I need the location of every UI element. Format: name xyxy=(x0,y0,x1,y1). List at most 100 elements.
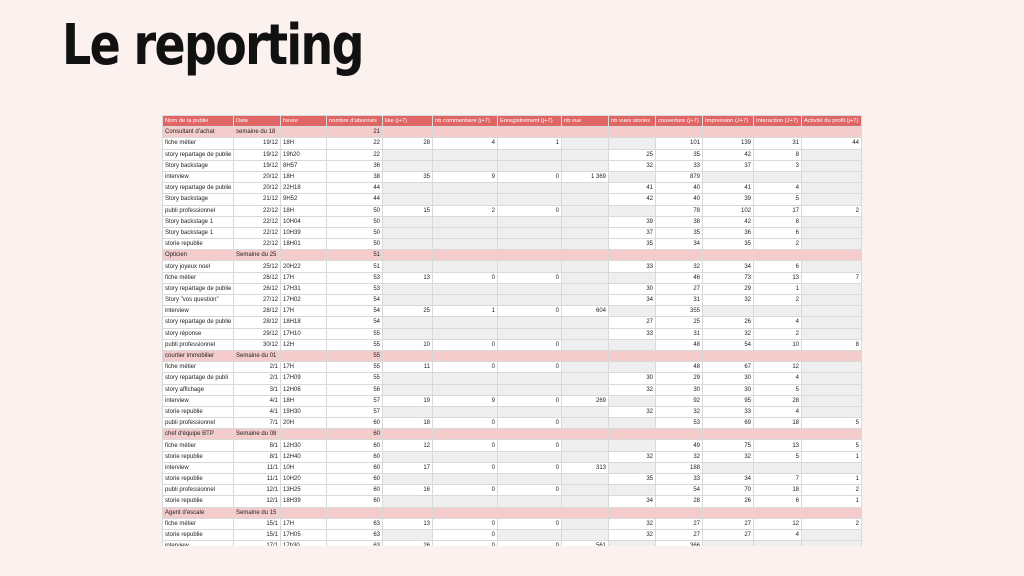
table-cell[interactable] xyxy=(801,170,862,184)
table-cell[interactable]: 0 xyxy=(497,338,562,351)
table-cell[interactable] xyxy=(608,349,656,363)
table-cell[interactable]: 0 xyxy=(497,461,562,475)
table-cell[interactable] xyxy=(561,372,609,385)
table-cell[interactable]: 44 xyxy=(801,137,862,150)
table-cell[interactable]: 30 xyxy=(608,282,656,296)
table-cell[interactable]: Semaine du 15 xyxy=(233,506,281,519)
table-cell[interactable]: 60 xyxy=(326,417,383,430)
table-cell[interactable]: 0 xyxy=(432,461,498,475)
table-cell[interactable] xyxy=(608,361,656,374)
table-cell[interactable] xyxy=(702,126,754,139)
table-cell[interactable]: 50 xyxy=(326,226,383,240)
table-cell[interactable] xyxy=(702,428,754,441)
table-cell[interactable] xyxy=(608,461,656,475)
table-cell[interactable] xyxy=(280,249,327,262)
table-cell[interactable]: 11/1 xyxy=(233,461,281,475)
table-cell[interactable]: 19/12 xyxy=(233,159,281,172)
table-cell[interactable]: 139 xyxy=(702,137,754,150)
table-cell[interactable]: 48 xyxy=(655,361,703,374)
table-cell[interactable] xyxy=(326,506,383,519)
table-cell[interactable]: story repartage de publie xyxy=(162,282,234,296)
table-cell[interactable] xyxy=(801,528,862,542)
table-cell[interactable]: 38 xyxy=(326,170,383,184)
table-cell[interactable] xyxy=(382,528,433,542)
table-cell[interactable] xyxy=(432,226,498,240)
table-cell[interactable]: 604 xyxy=(561,305,609,318)
table-cell[interactable]: 12/1 xyxy=(233,495,281,508)
table-cell[interactable]: 8H57 xyxy=(280,159,327,172)
table-cell[interactable] xyxy=(608,417,656,430)
table-cell[interactable] xyxy=(561,204,609,217)
table-cell[interactable] xyxy=(608,305,656,318)
table-cell[interactable] xyxy=(753,126,802,139)
table-cell[interactable]: 0 xyxy=(497,417,562,430)
table-cell[interactable] xyxy=(753,305,802,318)
table-cell[interactable]: Story backstage 1 xyxy=(162,226,234,240)
table-cell[interactable]: 60 xyxy=(326,484,383,497)
table-cell[interactable]: 29 xyxy=(655,372,703,385)
table-cell[interactable]: 60 xyxy=(326,450,383,463)
table-cell[interactable]: Opticien xyxy=(162,249,234,262)
table-cell[interactable] xyxy=(561,417,609,430)
table-cell[interactable]: Story backstage xyxy=(162,159,234,172)
table-cell[interactable]: 1 369 xyxy=(561,170,609,184)
table-cell[interactable] xyxy=(561,137,609,150)
table-cell[interactable] xyxy=(382,260,433,273)
table-cell[interactable] xyxy=(561,439,609,452)
table-cell[interactable]: 29 xyxy=(702,282,754,296)
table-cell[interactable]: 73 xyxy=(702,271,754,284)
table-cell[interactable] xyxy=(280,506,327,519)
table-cell[interactable]: 54 xyxy=(326,305,383,318)
table-cell[interactable] xyxy=(280,126,327,139)
table-cell[interactable]: interview xyxy=(162,170,234,184)
table-cell[interactable]: fiche métier xyxy=(162,517,234,530)
table-cell[interactable]: 27 xyxy=(702,528,754,542)
table-cell[interactable] xyxy=(561,405,609,419)
table-cell[interactable]: 8 xyxy=(753,215,802,228)
table-cell[interactable] xyxy=(801,540,862,546)
table-cell[interactable]: Consultant d'achat xyxy=(162,126,234,139)
table-cell[interactable]: 54 xyxy=(326,316,383,329)
table-cell[interactable]: Story backstage xyxy=(162,193,234,206)
table-cell[interactable] xyxy=(801,349,862,363)
table-cell[interactable]: 18H18 xyxy=(280,316,327,329)
table-cell[interactable] xyxy=(801,405,862,419)
table-cell[interactable] xyxy=(801,394,862,407)
table-cell[interactable]: chef d'équipe BTP xyxy=(162,428,234,441)
table-cell[interactable]: 6 xyxy=(753,226,802,240)
table-cell[interactable] xyxy=(382,316,433,329)
table-cell[interactable] xyxy=(497,193,562,206)
table-cell[interactable]: semaine du 18 xyxy=(233,126,281,139)
table-cell[interactable] xyxy=(432,405,498,419)
table-cell[interactable] xyxy=(608,249,656,262)
table-cell[interactable]: 10H xyxy=(280,461,327,475)
table-cell[interactable]: 32 xyxy=(702,450,754,463)
table-cell[interactable] xyxy=(561,226,609,240)
table-cell[interactable]: 32 xyxy=(655,450,703,463)
table-cell[interactable] xyxy=(561,316,609,329)
table-cell[interactable]: 1 xyxy=(801,472,862,486)
table-cell[interactable]: 1 xyxy=(801,450,862,463)
table-cell[interactable] xyxy=(753,461,802,475)
table-cell[interactable] xyxy=(608,540,656,546)
table-cell[interactable] xyxy=(432,495,498,508)
table-cell[interactable]: 35 xyxy=(655,226,703,240)
table-cell[interactable]: 37 xyxy=(702,159,754,172)
table-cell[interactable]: 12 xyxy=(753,361,802,374)
table-cell[interactable]: 48 xyxy=(655,338,703,351)
table-cell[interactable] xyxy=(801,159,862,172)
table-cell[interactable] xyxy=(497,472,562,486)
table-cell[interactable]: 101 xyxy=(655,137,703,150)
table-cell[interactable] xyxy=(702,249,754,262)
table-cell[interactable]: 19/12 xyxy=(233,148,281,161)
table-cell[interactable]: 57 xyxy=(326,405,383,419)
table-cell[interactable] xyxy=(753,170,802,184)
table-cell[interactable]: 19 xyxy=(382,394,433,407)
table-cell[interactable]: 4 xyxy=(753,316,802,329)
table-cell[interactable] xyxy=(801,249,862,262)
table-cell[interactable]: 20H22 xyxy=(280,260,327,273)
table-cell[interactable]: 28 xyxy=(753,394,802,407)
table-cell[interactable]: 366 xyxy=(655,540,703,546)
table-cell[interactable]: 46 xyxy=(655,271,703,284)
table-cell[interactable] xyxy=(382,405,433,419)
